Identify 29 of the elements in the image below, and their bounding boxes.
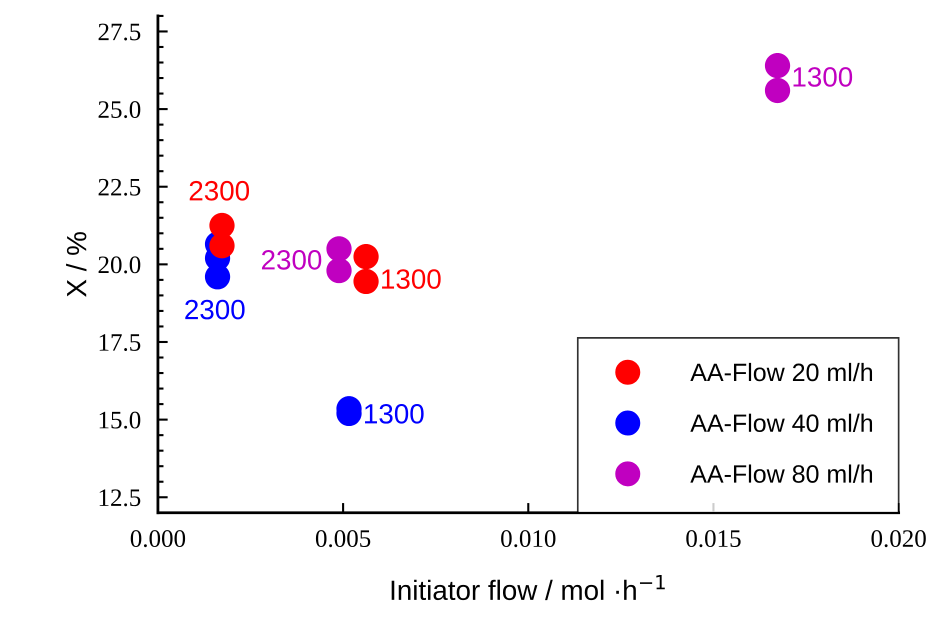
annotation: 2300 xyxy=(262,250,322,270)
legend-label: AA-Flow 40 ml/h xyxy=(690,414,872,432)
point xyxy=(764,78,790,104)
annotation: 1300 xyxy=(794,67,852,87)
point xyxy=(353,268,379,294)
x-tick-label: 0.005 xyxy=(316,530,370,548)
annotation: 1300 xyxy=(365,404,424,424)
y-axis-title: X / % xyxy=(66,232,86,297)
y-tick-label: 17.5 xyxy=(100,334,140,352)
x-tick-label: 0.020 xyxy=(871,530,926,548)
point xyxy=(764,52,790,78)
x-tick-label: 0.015 xyxy=(686,530,741,548)
y-tick-label: 15.0 xyxy=(100,412,140,429)
x-tick-label: 0.010 xyxy=(501,530,556,548)
point xyxy=(326,258,352,284)
legend-label: AA-Flow 20 ml/h xyxy=(690,362,872,382)
legend-label: AA-Flow 80 ml/h xyxy=(690,464,872,483)
y-tick-label: 20.0 xyxy=(98,256,140,274)
x-tick-label: 0.000 xyxy=(130,530,186,548)
annotation: 2300 xyxy=(190,180,250,201)
y-tick-label: 25.0 xyxy=(98,101,140,118)
point xyxy=(326,236,352,262)
x-axis-title: Initiator flow / mol ·h$^{−1}$ xyxy=(392,575,665,600)
y-tick-label: 27.5 xyxy=(98,24,140,40)
point xyxy=(353,244,379,270)
y-tick-label: 12.5 xyxy=(100,489,140,506)
annotation: 2300 xyxy=(185,300,245,320)
y-tick-label: 22.5 xyxy=(98,178,140,196)
annotation: 1300 xyxy=(382,269,441,289)
